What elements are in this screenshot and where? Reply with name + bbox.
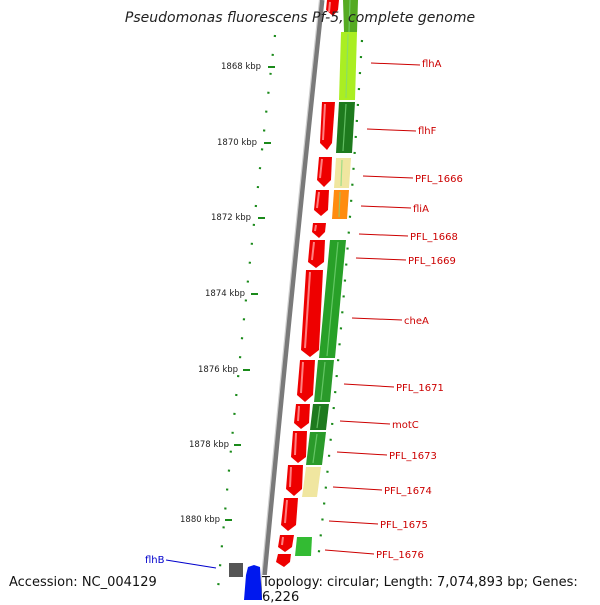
- gene-label-PFL_1669[interactable]: PFL_1669: [408, 256, 456, 267]
- tick-label: 1868 kbp: [221, 62, 261, 72]
- gene-label-PFL_1668[interactable]: PFL_1668: [410, 232, 458, 243]
- backbone-highlight: [258, 0, 321, 600]
- gene-motC-block: [294, 404, 310, 429]
- gene-flhA-rev-block: [339, 32, 357, 100]
- map-title: Pseudomonas fluorescens Pf-5, complete g…: [124, 10, 476, 26]
- gene-flhF-rev-block: [336, 102, 355, 153]
- gene-label-fliA[interactable]: fliA: [413, 204, 429, 215]
- tick-marks: [225, 66, 275, 521]
- gene-label-PFL_1673[interactable]: PFL_1673: [389, 451, 437, 462]
- gene-fliA-rev-block: [332, 190, 349, 219]
- gene-PFL_1673-rev-block: [306, 432, 326, 465]
- genome-summary-text: Topology: circular; Length: 7,074,893 bp…: [262, 575, 600, 605]
- outer-dotted-ring: [215, 34, 277, 600]
- gene-PFL_1676-rev-block: [295, 537, 312, 556]
- gene-label-flhF[interactable]: flhF: [418, 126, 437, 137]
- gene-PFL_1673-block: [291, 431, 307, 463]
- tick-label: 1878 kbp: [189, 440, 229, 450]
- gene-PFL_1675-block: [281, 498, 298, 531]
- gene-labels: flhA flhF PFL_1666 fliA PFL_1668 PFL_166…: [145, 59, 463, 566]
- gene-label-PFL_1671[interactable]: PFL_1671: [396, 383, 444, 394]
- gene-PFL_1676-block: [278, 535, 294, 552]
- gene-PFL_1671-rev-block: [314, 360, 334, 402]
- gene-flhF-block: [320, 102, 335, 150]
- gene-label-flhB[interactable]: flhB: [145, 555, 165, 566]
- gene-flhB-block: [229, 563, 243, 577]
- tick-label: 1870 kbp: [217, 138, 257, 148]
- backbone-ring: [259, 0, 325, 600]
- forward-gene-highlights: [281, 1, 331, 546]
- gene-label-PFL_1666[interactable]: PFL_1666: [415, 174, 463, 185]
- gene-motC-rev-block: [310, 404, 329, 430]
- gene-PFL_1674-rev-block: [302, 467, 321, 497]
- gene-label-cheA[interactable]: cheA: [404, 316, 429, 327]
- gene-label-PFL_1675[interactable]: PFL_1675: [380, 520, 428, 531]
- tick-labels: 1868 kbp 1870 kbp 1872 kbp 1874 kbp 1876…: [180, 62, 261, 525]
- gene-top-block: [343, 0, 358, 32]
- tick-label: 1874 kbp: [205, 289, 245, 299]
- gene-label-flhA[interactable]: flhA: [422, 59, 442, 70]
- gene-label-PFL_1676[interactable]: PFL_1676: [376, 550, 424, 561]
- forward-strand-genes: [276, 0, 339, 567]
- reverse-gene-ridges: [312, 0, 351, 464]
- gene-blue-block: [244, 565, 262, 600]
- gene-label-leaders: [324, 62, 421, 555]
- gene-fliA-block: [314, 190, 329, 216]
- gene-PFL_1671-block: [297, 360, 315, 402]
- gene-label-PFL_1674[interactable]: PFL_1674: [384, 486, 432, 497]
- tick-label: 1872 kbp: [211, 213, 251, 223]
- gene-PFL_1677-block: [276, 554, 291, 567]
- flhB-leader: [165, 559, 217, 569]
- tick-label: 1876 kbp: [198, 365, 238, 375]
- accession-text: Accession: NC_004129: [9, 575, 159, 590]
- gene-label-motC[interactable]: motC: [392, 420, 419, 431]
- gene-PFL_1674-block: [286, 465, 303, 496]
- gene-PFL_1669-block: [308, 240, 325, 268]
- gene-PFL_1666-block: [317, 157, 332, 187]
- tick-label: 1880 kbp: [180, 515, 220, 525]
- gene-PFL_1666-rev-block: [334, 158, 351, 188]
- reverse-strand-genes: [295, 0, 358, 556]
